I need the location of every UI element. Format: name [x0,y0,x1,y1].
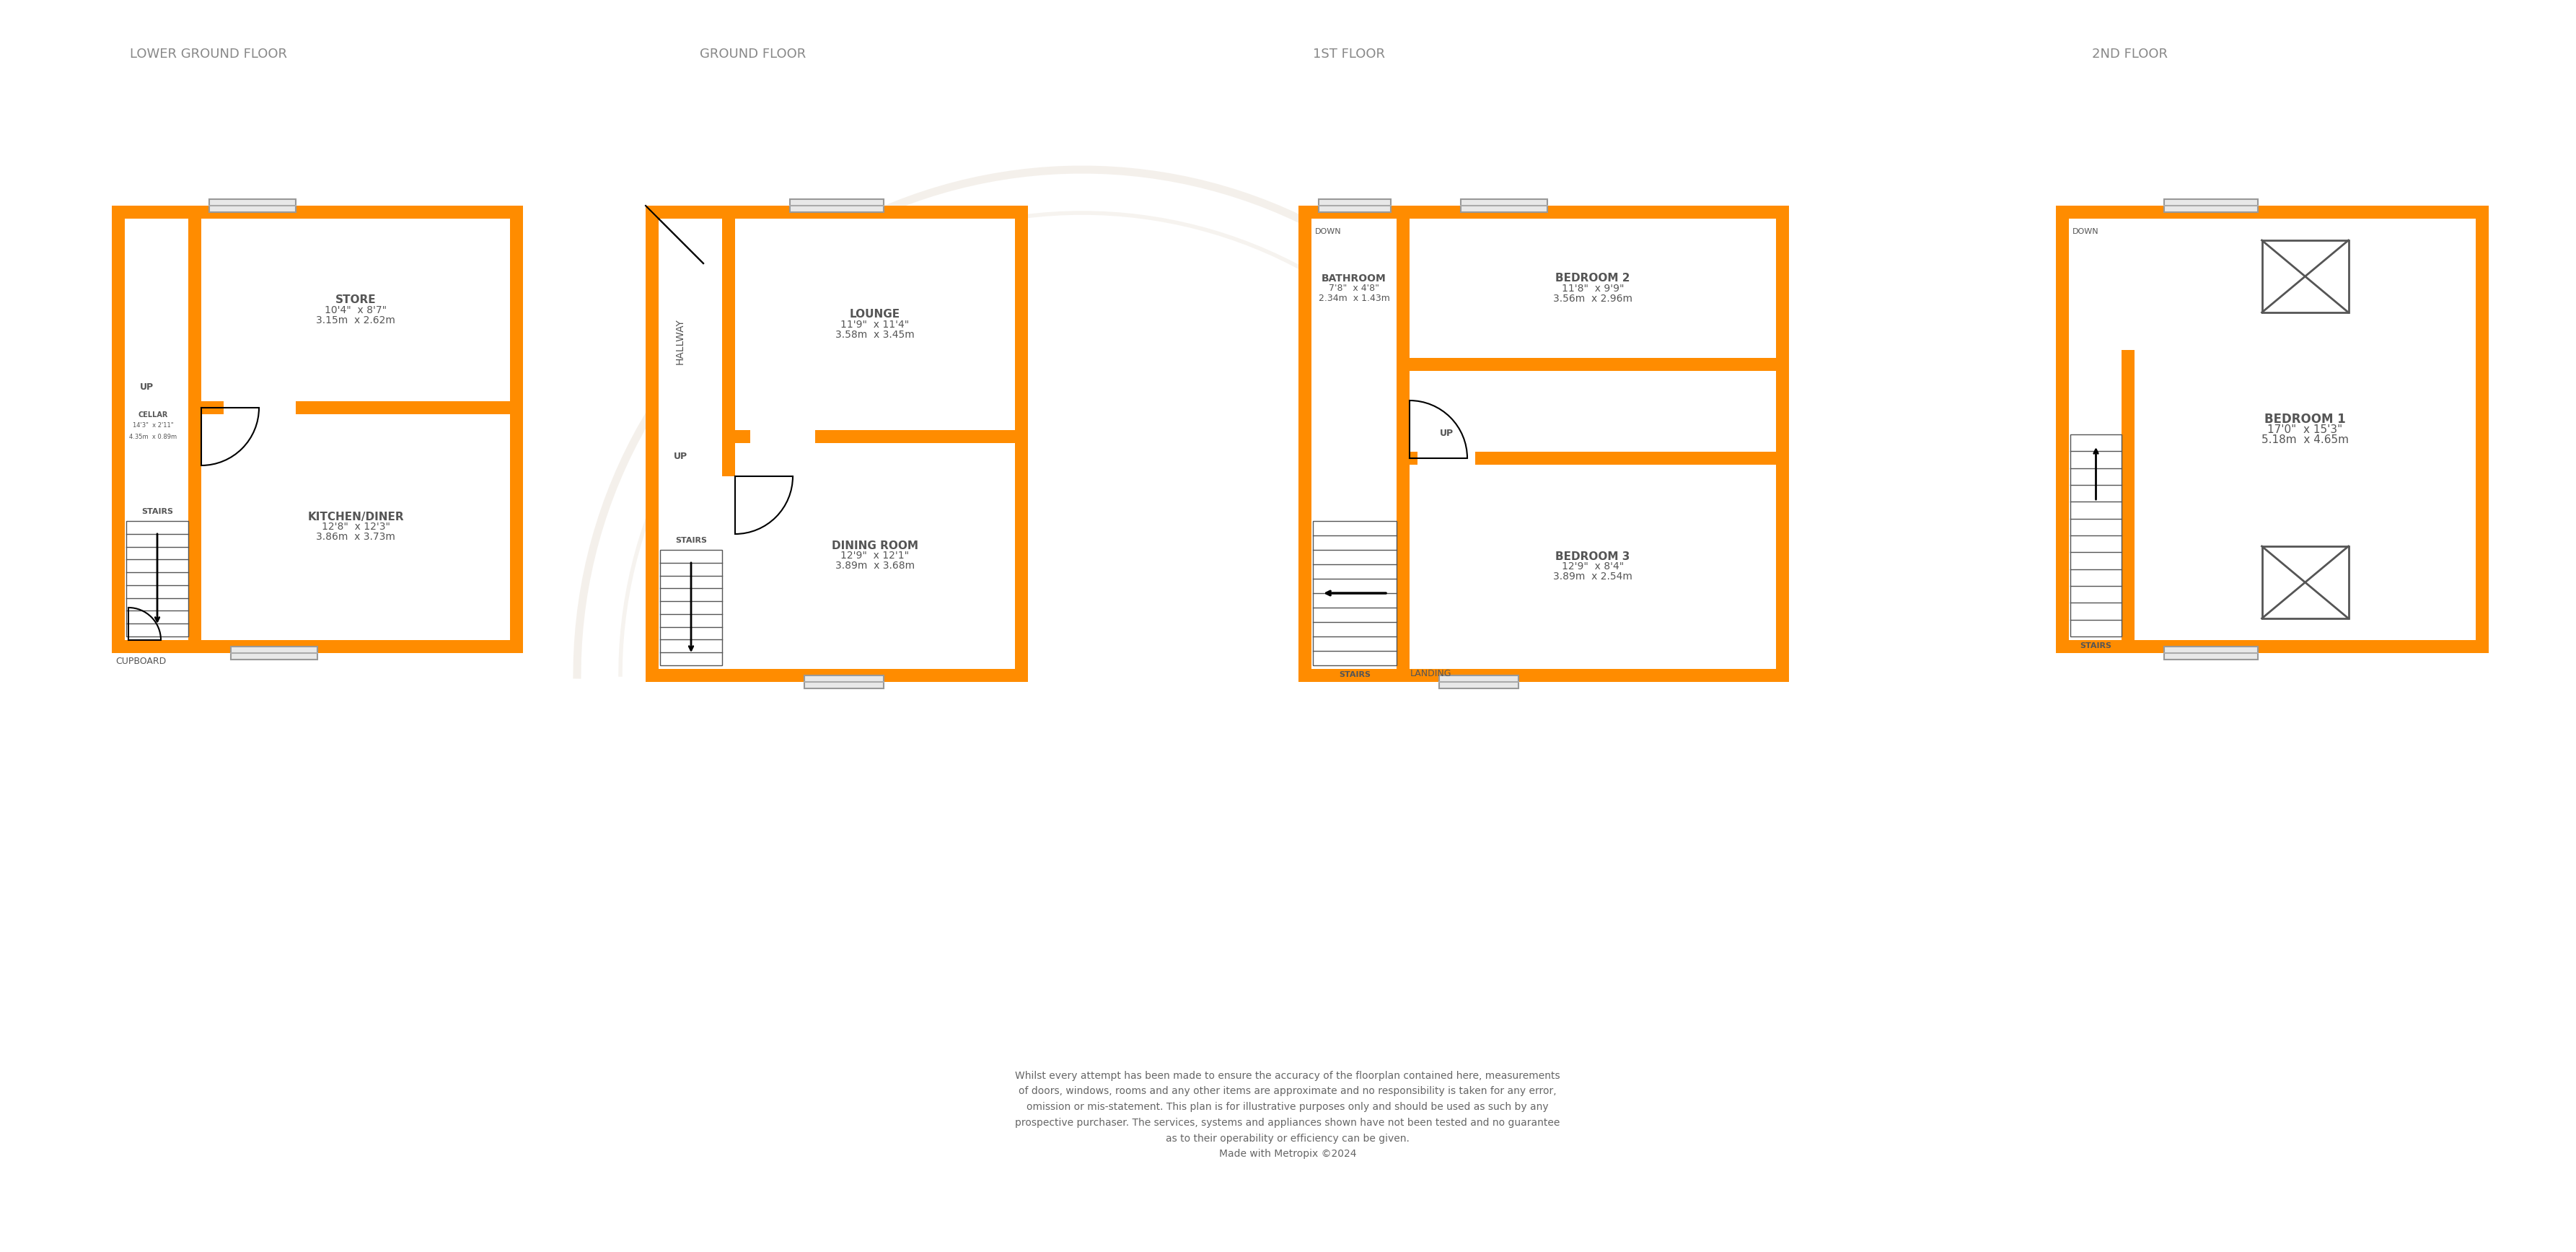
Text: 7'8"  x 4'8": 7'8" x 4'8" [1329,284,1378,293]
Text: ESTATE AGENTS: ESTATE AGENTS [788,585,914,598]
Text: 2ND FLOOR: 2ND FLOOR [2092,48,2169,60]
Text: LOWER GROUND FLOOR: LOWER GROUND FLOOR [129,48,286,60]
Text: DOWN: DOWN [1316,228,1342,235]
Bar [188,205,201,654]
Text: UP: UP [1440,428,1453,438]
Text: UP: UP [672,452,688,461]
Bar [1440,675,1517,689]
Bar [729,431,1028,443]
Bar [1461,199,1548,212]
Text: 3.89m  x 2.54m: 3.89m x 2.54m [1553,572,1633,582]
Bar [124,219,510,640]
Text: 3.86m  x 3.73m: 3.86m x 3.73m [317,532,394,542]
Bar [2164,199,2259,212]
Text: 3.89m  x 3.68m: 3.89m x 3.68m [835,561,914,571]
Bar [296,401,523,414]
Text: 5.18m  x 4.65m: 5.18m x 4.65m [2262,434,2349,444]
Text: 1ST FLOOR: 1ST FLOOR [1314,48,1386,60]
Text: KITCHEN/DINER: KITCHEN/DINER [307,512,404,522]
Text: STAIRS: STAIRS [2079,642,2112,650]
Text: STAIRS: STAIRS [1340,671,1370,679]
Bar [1417,452,1476,464]
Text: Whilst every attempt has been made to ensure the accuracy of the floorplan conta: Whilst every attempt has been made to en… [1015,1070,1561,1159]
Text: BEDROOM 3: BEDROOM 3 [1556,551,1631,562]
Bar [111,205,523,654]
Bar [791,199,884,212]
Bar [1319,199,1391,212]
Bar [126,521,188,636]
Text: 14'3"  x 2'11": 14'3" x 2'11" [131,422,173,429]
Bar [2262,546,2349,618]
Text: D: D [768,376,935,570]
Bar [2262,240,2349,313]
Text: UP: UP [139,383,155,392]
Text: CELLAR: CELLAR [139,412,167,418]
Bar [2071,434,2123,636]
Text: 17'0"  x 15'3": 17'0" x 15'3" [2267,424,2342,434]
Bar [2123,351,2136,654]
Text: 11'9"  x 11'4": 11'9" x 11'4" [840,319,909,329]
Bar [1298,205,1788,682]
Bar [804,675,884,689]
Bar [1311,219,1775,669]
Text: BATHROOM: BATHROOM [1321,273,1386,283]
Bar [1314,521,1396,665]
Text: 12'9"  x 12'1": 12'9" x 12'1" [840,551,909,561]
Text: STAIRS: STAIRS [142,508,173,516]
Text: 3.15m  x 2.62m: 3.15m x 2.62m [317,316,394,326]
Bar [2056,205,2488,654]
Bar [2069,219,2123,351]
Bar [1396,452,1788,464]
Text: DINING ROOM: DINING ROOM [832,541,917,551]
Text: BEDROOM 1: BEDROOM 1 [2264,413,2347,426]
Bar [2069,219,2476,640]
Bar [721,205,734,476]
Text: 3.58m  x 3.45m: 3.58m x 3.45m [835,329,914,339]
Text: 12'9"  x 8'4": 12'9" x 8'4" [1561,562,1623,572]
Text: BEDROOM 2: BEDROOM 2 [1556,273,1631,284]
Text: LANDING: LANDING [1409,669,1453,679]
Bar [209,199,296,212]
Text: 3.56m  x 2.96m: 3.56m x 2.96m [1553,293,1633,303]
Bar [750,431,814,443]
Text: CUPBOARD: CUPBOARD [116,657,165,666]
Text: STORE: STORE [335,294,376,305]
Text: LOUNGE: LOUNGE [850,309,899,319]
Text: 2.34m  x 1.43m: 2.34m x 1.43m [1319,294,1388,303]
Bar [1396,358,1788,371]
Text: GROUND FLOOR: GROUND FLOOR [701,48,806,60]
Text: 4.35m  x 0.89m: 4.35m x 0.89m [129,433,178,439]
Text: 11'8"  x 9'9": 11'8" x 9'9" [1561,283,1623,293]
Bar [659,550,721,665]
Text: Day & Co: Day & Co [768,550,935,583]
Text: HALLWAY: HALLWAY [675,318,685,364]
Text: 12'8"  x 12'3": 12'8" x 12'3" [322,522,389,532]
Text: DOWN: DOWN [2074,228,2099,235]
Bar [1396,205,1409,682]
Bar [659,219,1015,669]
Text: STAIRS: STAIRS [675,537,706,545]
Text: 10'4"  x 8'7": 10'4" x 8'7" [325,305,386,316]
Bar [196,401,224,414]
Bar [2164,646,2259,660]
Bar [232,646,317,660]
Bar [647,205,1028,682]
